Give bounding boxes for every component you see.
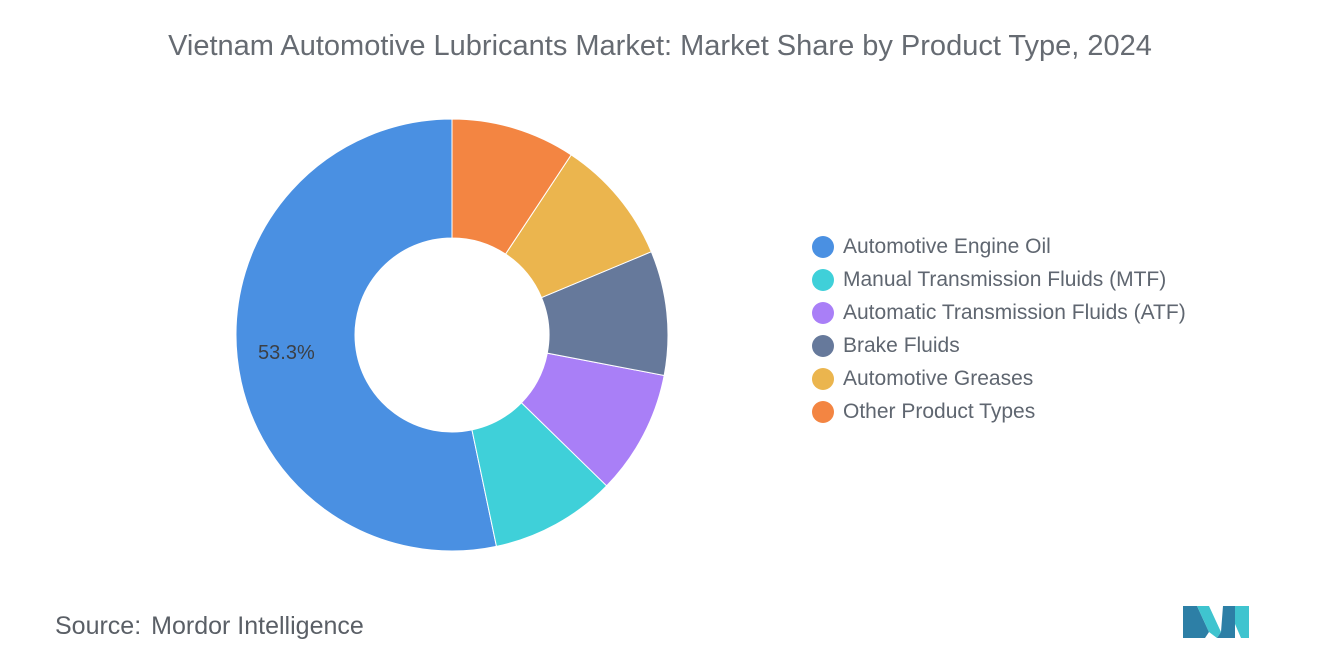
legend-item-mtf: Manual Transmission Fluids (MTF) bbox=[812, 263, 1186, 296]
chart-title: Vietnam Automotive Lubricants Market: Ma… bbox=[168, 30, 1152, 62]
donut-slice-other bbox=[451, 118, 572, 255]
source-label: Source: bbox=[55, 612, 142, 640]
mordor-intelligence-logo-icon bbox=[1183, 606, 1249, 638]
legend-item-atf: Automatic Transmission Fluids (ATF) bbox=[812, 296, 1186, 329]
legend-swatch-other bbox=[812, 400, 834, 423]
legend-swatch-brake-fluids bbox=[812, 334, 834, 357]
legend-item-greases: Automotive Greases bbox=[812, 362, 1186, 395]
legend-swatch-atf bbox=[812, 301, 834, 324]
legend-label: Manual Transmission Fluids (MTF) bbox=[843, 267, 1167, 291]
source-value: Mordor Intelligence bbox=[151, 612, 364, 640]
legend-label: Automatic Transmission Fluids (ATF) bbox=[843, 300, 1186, 324]
donut-chart: 53.3% bbox=[235, 118, 669, 552]
legend-label: Automotive Engine Oil bbox=[843, 234, 1051, 258]
chart-legend: Automotive Engine Oil Manual Transmissio… bbox=[812, 230, 1186, 428]
donut-slice-engine-oil bbox=[235, 118, 498, 552]
legend-swatch-greases bbox=[812, 367, 834, 390]
legend-label: Automotive Greases bbox=[843, 366, 1034, 390]
legend-swatch-mtf bbox=[812, 268, 834, 291]
legend-item-brake-fluids: Brake Fluids bbox=[812, 329, 1186, 362]
source-note: Source: Mordor Intelligence bbox=[55, 612, 364, 641]
legend-label: Brake Fluids bbox=[843, 333, 960, 357]
legend-item-engine-oil: Automotive Engine Oil bbox=[812, 230, 1186, 263]
legend-swatch-engine-oil bbox=[812, 235, 834, 258]
legend-item-other: Other Product Types bbox=[812, 395, 1186, 428]
data-label-engine-oil: 53.3% bbox=[258, 342, 315, 364]
legend-label: Other Product Types bbox=[843, 399, 1036, 423]
